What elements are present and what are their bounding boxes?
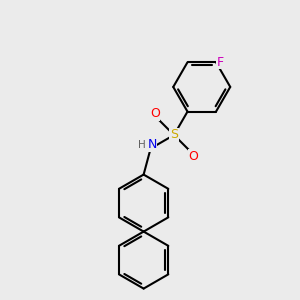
Text: N: N [147, 138, 157, 152]
Text: S: S [170, 128, 178, 142]
Text: O: O [150, 107, 160, 120]
Text: H: H [138, 140, 146, 150]
Text: F: F [217, 56, 224, 69]
Text: O: O [188, 150, 198, 163]
